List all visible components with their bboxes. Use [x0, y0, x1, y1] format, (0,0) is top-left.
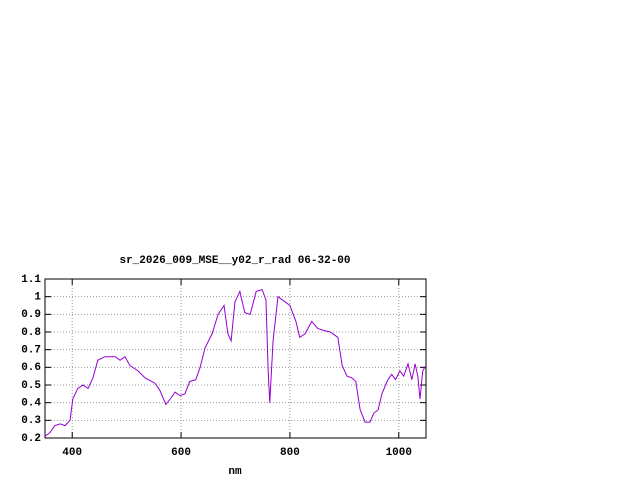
y-tick-label: 0.4 — [21, 398, 41, 410]
y-tick-label: 0.6 — [21, 362, 41, 374]
x-tick-label: 600 — [171, 447, 191, 459]
x-axis-label: nm — [228, 466, 242, 478]
y-tick-label: 1 — [34, 292, 41, 304]
x-tick-label: 800 — [280, 447, 300, 459]
y-tick-label: 0.9 — [21, 309, 41, 321]
chart-title: sr_2026_009_MSE__y02_r_rad 06-32-00 — [119, 255, 350, 267]
y-tick-label: 0.5 — [21, 380, 41, 392]
plot-frame — [44, 278, 427, 439]
y-tick-label: 0.3 — [21, 415, 41, 427]
data-line — [44, 288, 427, 437]
y-tick-label: 0.8 — [21, 327, 41, 339]
y-tick-label: 1.1 — [21, 274, 41, 286]
x-tick-label: 1000 — [386, 447, 412, 459]
y-tick-label: 0.2 — [21, 433, 41, 445]
x-tick-label: 400 — [62, 447, 82, 459]
y-tick-label: 0.7 — [21, 345, 41, 357]
